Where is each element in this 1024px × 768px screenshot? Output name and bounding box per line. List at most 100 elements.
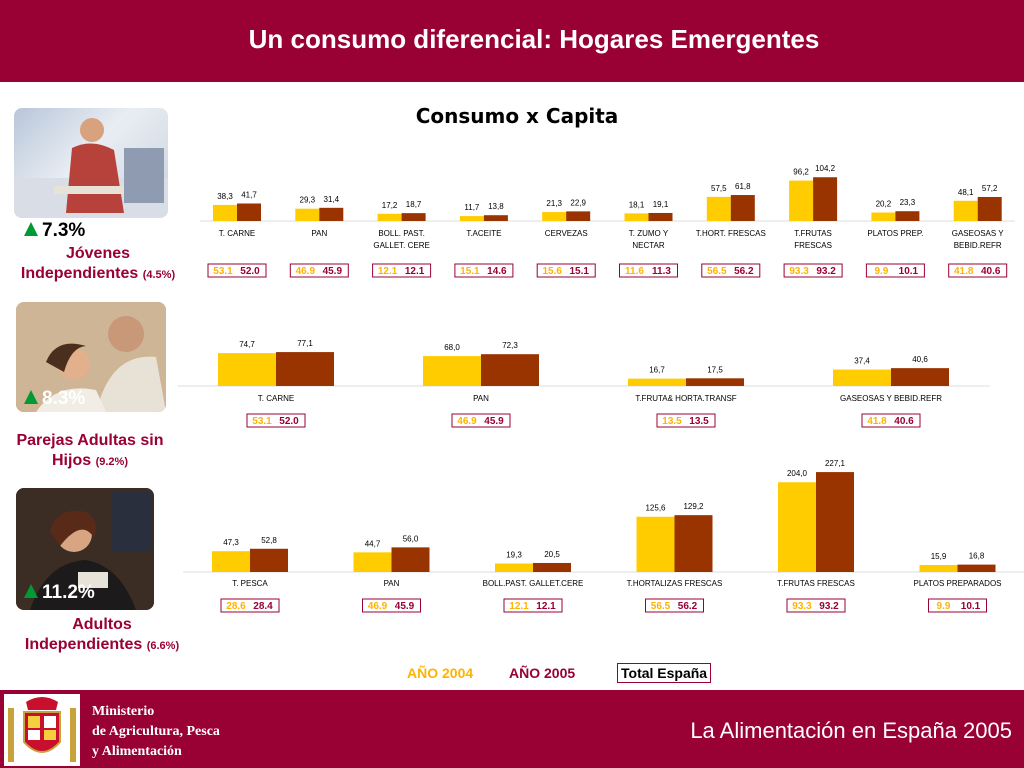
bar-2005 xyxy=(816,472,854,572)
bar-2004 xyxy=(624,213,649,221)
growth-indicator-3: 11.2% xyxy=(24,582,95,604)
growth-value: 7.3% xyxy=(42,220,86,241)
category-label: PAN xyxy=(311,229,327,238)
category-label: T.FRUTA& HORTA.TRANSF xyxy=(635,394,736,403)
total-espana-box xyxy=(656,413,716,428)
legend-2004: AÑO 2004 xyxy=(407,665,474,681)
total-espana-box xyxy=(928,598,987,613)
bar-2005 xyxy=(481,354,539,386)
total-espana-2005: 10.1 xyxy=(899,266,919,277)
bar-2005 xyxy=(895,211,920,221)
group-label-line: Hijos xyxy=(52,452,92,469)
bar-2004 xyxy=(218,353,276,386)
data-label-2005: 17,5 xyxy=(707,365,723,374)
total-espana-box xyxy=(786,598,846,613)
bar-2005 xyxy=(483,215,508,221)
total-espana-2005: 12.1 xyxy=(405,266,425,277)
data-label-2005: 22,9 xyxy=(570,198,586,207)
category-label: PAN xyxy=(473,394,489,403)
total-espana-2005: 52.0 xyxy=(279,416,299,427)
total-espana-box xyxy=(865,263,925,278)
group-label-1: Jóvenes Independientes (4.5%) xyxy=(0,244,196,285)
data-label-2004: 204,0 xyxy=(787,469,808,478)
data-label-2004: 47,3 xyxy=(223,538,239,547)
data-label-2005: 18,7 xyxy=(406,200,422,209)
person-illustration-icon xyxy=(14,118,168,218)
bar-2004 xyxy=(495,563,533,572)
consumption-charts: 38,3 41,7 T. CARNE 53.1 52.0 29,3 31,4 PAN 46.9 4… xyxy=(177,164,1024,613)
ministry-line: de Agricultura, Pesca xyxy=(92,724,220,739)
data-label-2004: 125,6 xyxy=(645,504,666,513)
group-share: (4.5%) xyxy=(142,269,176,281)
category-label: T.FRUTAS FRESCAS xyxy=(777,579,855,588)
total-espana-2005: 14.6 xyxy=(487,266,507,277)
bar-2005 xyxy=(401,213,426,221)
data-label-2005: 227,1 xyxy=(825,459,846,468)
total-espana-box xyxy=(289,263,349,278)
category-label: T. PESCA xyxy=(232,579,268,588)
coat-of-arms-icon xyxy=(4,694,80,766)
data-label-2005: 19,1 xyxy=(653,200,669,209)
category-label: T.HORTALIZAS FRESCAS xyxy=(627,579,723,588)
bar-2004 xyxy=(628,378,686,386)
data-label-2005: 40,6 xyxy=(912,355,928,364)
data-label-2005: 16,8 xyxy=(969,552,985,561)
bar-2004 xyxy=(295,208,320,221)
category-label: BOLL. PAST. xyxy=(378,229,425,238)
growth-value: 8.3% xyxy=(42,388,86,409)
photo-adult-couple xyxy=(16,302,166,412)
group-label-3: Adultos Independientes (6.6%) xyxy=(0,615,204,656)
total-espana-2005: 13.5 xyxy=(689,416,709,427)
data-label-2005: 61,8 xyxy=(735,182,751,191)
bar-2004 xyxy=(953,200,978,221)
up-triangle-icon xyxy=(24,584,38,598)
data-label-2005: 57,2 xyxy=(982,184,998,193)
legend-total-espana: Total España xyxy=(617,663,712,683)
category-label: T.FRUTAS xyxy=(794,229,832,238)
bar-2005 xyxy=(566,211,591,221)
total-espana-2004: 93.3 xyxy=(789,266,809,277)
growth-value: 11.2% xyxy=(42,582,95,603)
total-espana-box xyxy=(372,263,432,278)
total-espana-box xyxy=(948,263,1008,278)
bar-2004 xyxy=(706,196,731,221)
growth-indicator-2: 8.3% xyxy=(24,388,85,410)
total-espana-2004: 12.1 xyxy=(378,266,398,277)
data-label-2005: 104,2 xyxy=(815,164,836,173)
category-label: T. CARNE xyxy=(219,229,255,238)
data-label-2005: 77,1 xyxy=(297,339,313,348)
data-label-2004: 96,2 xyxy=(793,168,809,177)
data-label-2004: 37,4 xyxy=(854,357,870,366)
total-espana-2004: 9.9 xyxy=(874,266,888,277)
bar-2004 xyxy=(213,204,237,221)
bar-2004 xyxy=(459,216,484,221)
bar-2005 xyxy=(237,203,261,221)
bar-2004 xyxy=(377,213,402,221)
data-label-2004: 16,7 xyxy=(649,366,665,375)
total-espana-box xyxy=(619,263,678,278)
bar-2004 xyxy=(778,482,816,572)
total-espana-2005: 45.9 xyxy=(484,416,504,427)
data-label-2005: 129,2 xyxy=(683,502,704,511)
data-label-2005: 20,5 xyxy=(544,550,560,559)
total-espana-2005: 93.2 xyxy=(819,601,839,612)
total-espana-2005: 10.1 xyxy=(961,601,981,612)
category-label: T. CARNE xyxy=(258,394,294,403)
total-espana-2005: 11.3 xyxy=(652,266,671,277)
category-label: NECTAR xyxy=(632,241,665,250)
bar-2004 xyxy=(871,212,896,221)
growth-indicator-1: 7.3% xyxy=(24,220,85,242)
total-espana-2005: 45.9 xyxy=(395,601,415,612)
total-espana-2004: 46.9 xyxy=(296,266,316,277)
data-label-2005: 23,3 xyxy=(900,198,916,207)
category-label: GALLET. CERE xyxy=(373,241,429,250)
total-espana-2004: 93.3 xyxy=(792,601,812,612)
bar-2005 xyxy=(276,352,334,386)
total-espana-box xyxy=(783,263,843,278)
group-label-2: Parejas Adultas sin Hijos (9.2%) xyxy=(0,431,180,472)
data-label-2004: 21,3 xyxy=(546,199,562,208)
header-bar xyxy=(0,0,1024,82)
data-label-2005: 41,7 xyxy=(241,190,257,199)
bar-2005 xyxy=(957,564,996,572)
total-espana-2004: 9.9 xyxy=(937,601,951,612)
